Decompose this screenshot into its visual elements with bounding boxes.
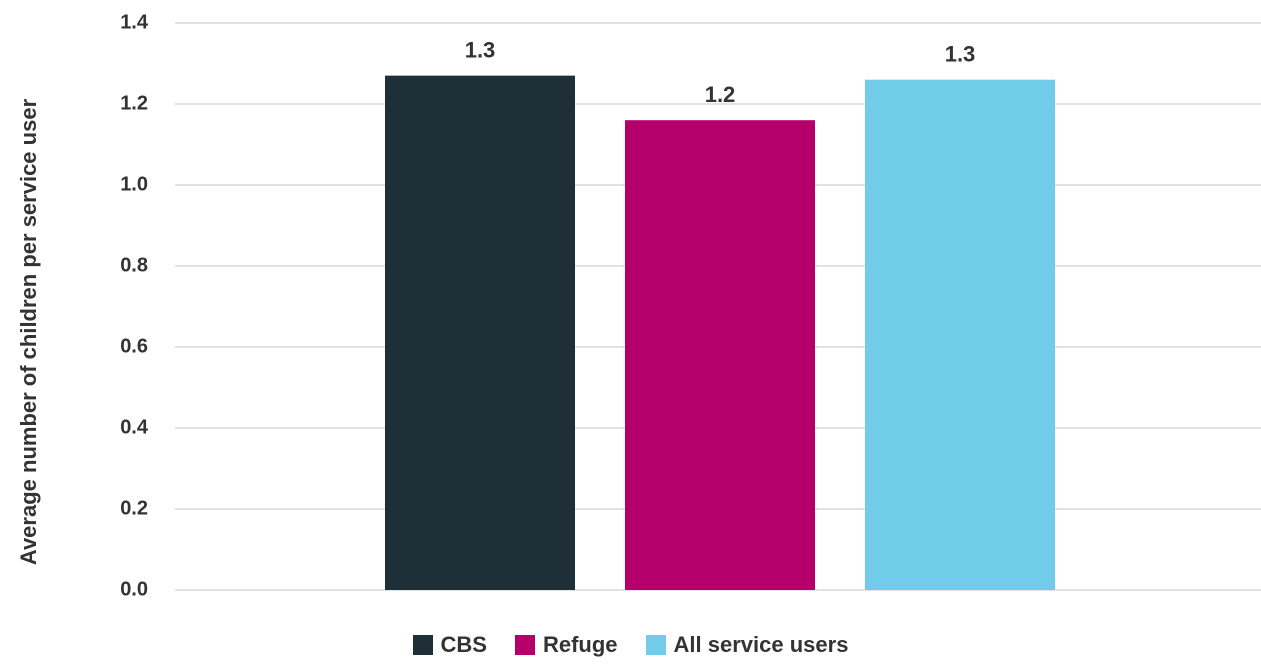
bar-refuge [625, 120, 815, 590]
y-axis-label: Average number of children per service u… [16, 98, 41, 565]
legend-item: All service users [645, 632, 849, 658]
y-tick-label: 0.2 [120, 497, 148, 519]
legend-swatch [514, 635, 535, 655]
y-tick-label: 0.6 [120, 335, 148, 357]
y-tick-label: 0.4 [120, 416, 149, 438]
bars [385, 75, 1055, 590]
y-tick-label: 1.4 [120, 11, 149, 33]
legend-item: CBS [412, 632, 487, 658]
data-label: 1.3 [945, 42, 976, 67]
y-tick-label: 0.0 [120, 578, 148, 600]
data-labels: 1.3 1.2 1.3 [465, 38, 976, 108]
data-label: 1.2 [705, 82, 736, 107]
y-tick-label: 0.8 [120, 254, 148, 276]
legend-label: All service users [673, 632, 849, 657]
bar-all-service-users [865, 79, 1055, 590]
legend-label: Refuge [542, 632, 618, 657]
legend-item: Refuge [514, 632, 618, 658]
y-tick-label: 1.0 [120, 173, 148, 195]
y-axis-ticks: 0.0 0.2 0.4 0.6 0.8 1.0 1.2 1.4 [120, 11, 149, 600]
bar-cbs [385, 75, 575, 590]
legend-swatch [412, 635, 433, 655]
legend-swatch [645, 635, 666, 655]
data-label: 1.3 [465, 38, 496, 63]
legend: CBS Refuge All service users [0, 628, 1261, 662]
legend-label: CBS [440, 632, 487, 657]
y-tick-label: 1.2 [120, 92, 148, 114]
